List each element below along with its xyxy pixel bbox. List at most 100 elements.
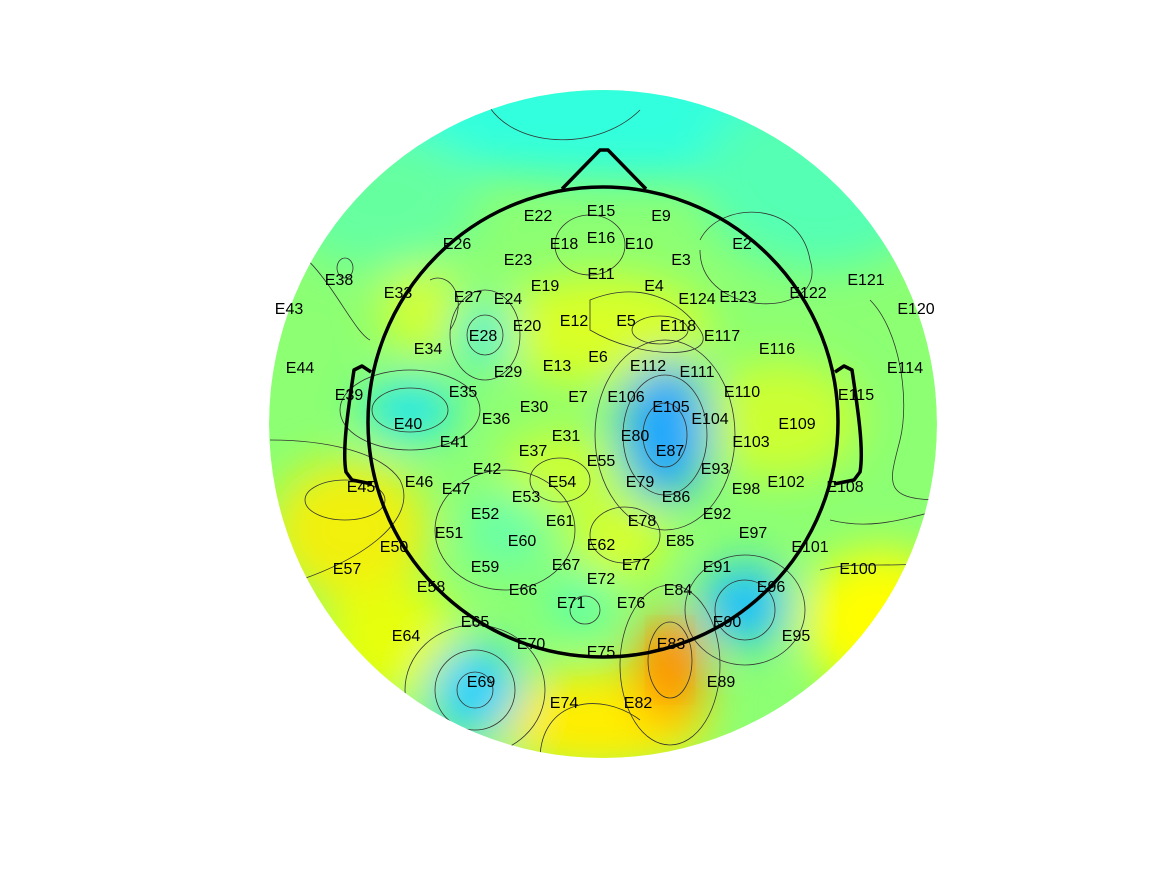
electrode-label-e16: E16 [587, 230, 616, 247]
electrode-label-e60: E60 [508, 533, 537, 550]
electrode-label-e109: E109 [778, 416, 815, 433]
electrode-label-e102: E102 [767, 474, 804, 491]
electrode-label-e91: E91 [703, 559, 732, 576]
left-ear-outline [342, 364, 373, 486]
electrode-label-e84: E84 [664, 582, 693, 599]
electrode-label-e78: E78 [628, 513, 657, 530]
electrode-label-e34: E34 [414, 341, 443, 358]
electrode-label-e5: E5 [616, 313, 636, 330]
right-ear-outline [833, 364, 864, 486]
electrode-label-e71: E71 [557, 595, 586, 612]
electrode-label-e97: E97 [739, 525, 768, 542]
electrode-label-e61: E61 [546, 513, 575, 530]
electrode-label-e6: E6 [588, 349, 608, 366]
nose-outline [560, 148, 648, 191]
electrode-label-e28: E28 [469, 328, 498, 345]
electrode-label-e83: E83 [657, 636, 686, 653]
electrode-label-e65: E65 [461, 614, 490, 631]
electrode-label-e45: E45 [347, 479, 376, 496]
electrode-label-e46: E46 [405, 474, 434, 491]
electrode-label-e27: E27 [454, 289, 483, 306]
electrode-label-e26: E26 [443, 236, 472, 253]
head-circle [366, 185, 840, 659]
electrode-label-e95: E95 [782, 628, 811, 645]
electrode-label-e82: E82 [624, 695, 653, 712]
electrode-label-e76: E76 [617, 595, 646, 612]
electrode-label-e38: E38 [325, 272, 354, 289]
electrode-label-e35: E35 [449, 384, 478, 401]
electrode-label-e53: E53 [512, 489, 541, 506]
electrode-label-e80: E80 [621, 428, 650, 445]
electrode-label-e43: E43 [275, 301, 304, 318]
electrode-label-e105: E105 [652, 399, 689, 416]
electrode-label-e2: E2 [732, 236, 752, 253]
electrode-label-e117: E117 [704, 328, 740, 345]
electrode-label-e115: E115 [838, 387, 874, 404]
electrode-label-e122: E122 [789, 285, 826, 302]
electrode-label-e20: E20 [513, 318, 542, 335]
electrode-label-e101: E101 [791, 539, 828, 556]
electrode-label-e29: E29 [494, 364, 523, 381]
electrode-label-e66: E66 [509, 582, 538, 599]
electrode-label-e74: E74 [550, 695, 579, 712]
electrode-label-e4: E4 [644, 278, 664, 295]
contour-lines [269, 107, 937, 758]
electrode-label-e93: E93 [701, 461, 730, 478]
electrode-label-e67: E67 [552, 557, 581, 574]
electrode-label-e3: E3 [671, 252, 691, 269]
electrode-label-e41: E41 [440, 434, 469, 451]
electrode-label-e10: E10 [625, 236, 654, 253]
electrode-label-e118: E118 [660, 318, 696, 335]
electrode-label-e23: E23 [504, 252, 533, 269]
electrode-label-e9: E9 [651, 208, 671, 225]
electrode-label-e106: E106 [607, 389, 644, 406]
electrode-label-e108: E108 [826, 479, 863, 496]
electrode-label-e11: E11 [587, 266, 614, 283]
electrode-label-e52: E52 [471, 506, 500, 523]
electrode-label-e120: E120 [897, 301, 934, 318]
electrode-label-e44: E44 [286, 360, 315, 377]
electrode-label-e18: E18 [550, 236, 579, 253]
electrode-label-e124: E124 [678, 291, 715, 308]
head-outline [342, 148, 864, 659]
electrode-label-e114: E114 [887, 360, 923, 377]
electrode-label-e40: E40 [394, 416, 423, 433]
electrode-label-e111: E111 [680, 364, 715, 381]
electrode-label-e54: E54 [548, 474, 577, 491]
electrode-label-e59: E59 [471, 559, 500, 576]
electrode-label-e69: E69 [467, 674, 496, 691]
electrode-label-e50: E50 [380, 539, 409, 556]
electrode-label-e24: E24 [494, 291, 523, 308]
electrode-label-e42: E42 [473, 461, 502, 478]
electrode-label-e75: E75 [587, 644, 616, 661]
electrode-label-e92: E92 [703, 506, 732, 523]
electrode-label-e104: E104 [691, 411, 728, 428]
electrode-label-e47: E47 [442, 481, 471, 498]
electrode-label-e100: E100 [839, 561, 876, 578]
electrode-label-e90: E90 [713, 614, 742, 631]
electrode-label-e57: E57 [333, 561, 362, 578]
electrode-label-e36: E36 [482, 411, 511, 428]
electrode-labels: E15 E9 E22 E16 E18 E10 E26 E2 E23 E3 E11 E121 E38 E19… [275, 203, 935, 712]
electrode-label-e116: E116 [759, 341, 795, 358]
electrode-label-e62: E62 [587, 537, 616, 554]
electrode-label-e70: E70 [517, 636, 546, 653]
electrode-label-e89: E89 [707, 674, 736, 691]
electrode-label-e85: E85 [666, 533, 695, 550]
electrode-label-e39: E39 [335, 387, 364, 404]
electrode-label-e123: E123 [719, 289, 756, 306]
electrode-label-e77: E77 [622, 557, 651, 574]
electrode-label-e13: E13 [543, 358, 572, 375]
electrode-label-e55: E55 [587, 453, 616, 470]
electrode-label-e79: E79 [626, 474, 655, 491]
electrode-label-e15: E15 [587, 203, 616, 220]
electrode-label-e31: E31 [552, 428, 581, 445]
electrode-label-e121: E121 [847, 272, 884, 289]
electrode-label-e96: E96 [757, 579, 786, 596]
electrode-label-e22: E22 [524, 208, 553, 225]
electrode-label-e19: E19 [531, 278, 560, 295]
electrode-label-e33: E33 [384, 285, 413, 302]
electrode-label-e110: E110 [724, 384, 760, 401]
